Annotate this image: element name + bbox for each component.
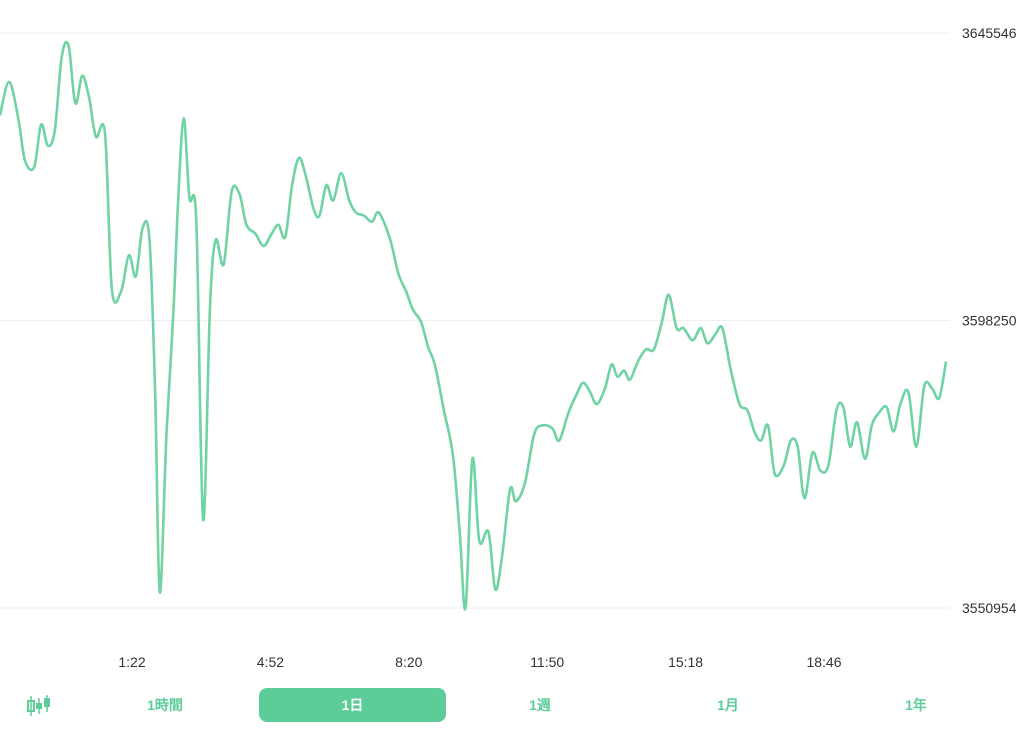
y-tick-label: 3645546: [962, 25, 1017, 41]
tab-1-day[interactable]: 1日: [259, 688, 446, 722]
x-tick-label: 11:50: [530, 654, 564, 670]
x-tick-label: 15:18: [668, 654, 703, 670]
tab-1-month[interactable]: 1月: [717, 697, 739, 713]
tab-1-hour[interactable]: 1時間: [147, 697, 183, 713]
tab-1-week[interactable]: 1週: [529, 697, 551, 713]
y-tick-label: 3550954: [962, 600, 1017, 616]
y-tick-label: 3598250: [962, 313, 1017, 329]
candlestick-chart-icon[interactable]: [24, 694, 54, 718]
candlestick-chart-icon-svg: [27, 695, 50, 716]
chart-grid: [0, 32, 950, 609]
chart-series: [0, 40, 948, 611]
y-axis-ticks: 3645546 3598250 3550954: [962, 25, 1017, 616]
tab-1-year[interactable]: 1年: [905, 697, 927, 713]
x-tick-label: 4:52: [257, 654, 284, 670]
x-tick-label: 8:20: [395, 654, 422, 670]
x-tick-label: 1:22: [118, 654, 145, 670]
x-tick-label: 18:46: [806, 654, 841, 670]
x-axis-ticks: 1:22 4:52 8:20 11:50 15:18 18:46: [118, 654, 841, 670]
price-line: [0, 40, 948, 611]
timeframe-toolbar: 1時間 1日 1週 1月 1年: [0, 680, 1024, 730]
price-chart[interactable]: 3645546 3598250 3550954 1:22 4:52 8:20 1…: [0, 0, 1024, 680]
